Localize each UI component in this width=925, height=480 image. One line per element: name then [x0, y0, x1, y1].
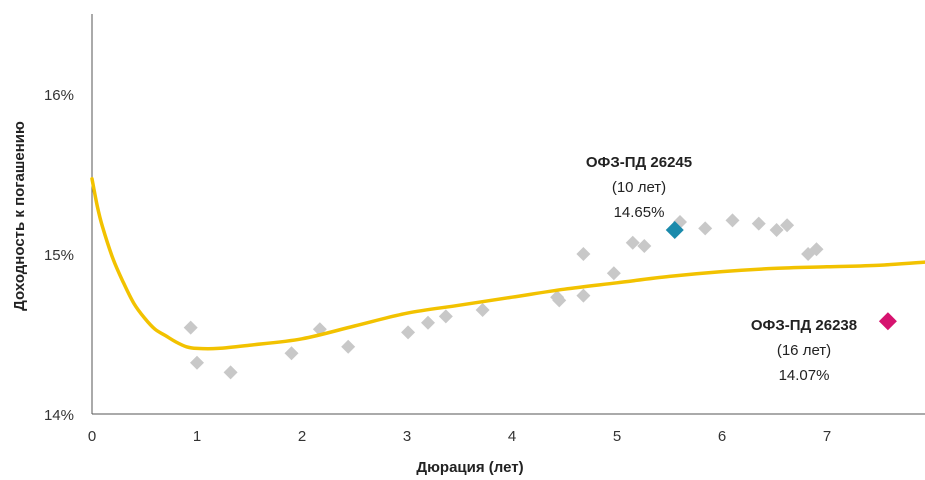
- bond-point-10: [475, 303, 490, 317]
- x-tick-label-5: 5: [613, 428, 621, 445]
- bond-point-6: [341, 339, 356, 354]
- annotation-26238-yield: 14.07%: [779, 367, 830, 384]
- bond-point-21: [751, 216, 766, 231]
- y-tick-label-14: 14%: [44, 407, 74, 424]
- bond-point-13: [576, 288, 591, 303]
- bond-point-1: [183, 320, 198, 335]
- y-axis-title: Доходность к погашению: [11, 121, 28, 311]
- x-tick-label-4: 4: [508, 428, 516, 445]
- bond-point-17: [637, 239, 652, 253]
- x-tick-label-7: 7: [823, 428, 831, 445]
- yield-curve-layer: [90, 177, 925, 351]
- y-tick-label-15: 15%: [44, 247, 74, 264]
- x-tick-label-2: 2: [298, 428, 306, 445]
- bond-point-9: [438, 309, 453, 324]
- highlight-point-26238: [878, 312, 897, 331]
- bond-point-19: [698, 221, 713, 236]
- x-tick-label-0: 0: [88, 428, 96, 445]
- annotation-26245-term: (10 лет): [612, 179, 666, 196]
- bond-point-16: [625, 235, 640, 250]
- y-tick-label-16: 16%: [44, 87, 74, 104]
- x-tick-label-3: 3: [403, 428, 411, 445]
- annotation-26238-name: ОФЗ-ПД 26238: [751, 317, 857, 334]
- bond-point-8: [421, 315, 435, 330]
- annotation-26238-term: (16 лет): [777, 342, 831, 359]
- bond-point-12: [552, 293, 567, 308]
- annotation-26245-name: ОФЗ-ПД 26245: [586, 154, 692, 171]
- bond-point-25: [809, 242, 824, 257]
- bond-point-22: [769, 223, 784, 237]
- x-tick-label-1: 1: [193, 428, 201, 445]
- yield-curve-line: [90, 177, 925, 351]
- bond-point-2: [190, 355, 204, 370]
- x-axis-title: Дюрация (лет): [416, 459, 523, 476]
- bond-point-23: [780, 218, 795, 233]
- bond-point-15: [606, 266, 621, 281]
- bond-point-3: [223, 365, 238, 380]
- bond-point-4: [284, 346, 299, 361]
- bond-point-7: [401, 325, 416, 340]
- bond-point-20: [725, 213, 740, 228]
- bond-points-layer: [183, 213, 824, 380]
- highlight-point-26245: [665, 221, 684, 239]
- x-tick-label-6: 6: [718, 428, 726, 445]
- bond-point-14: [576, 247, 591, 261]
- annotation-26245-yield: 14.65%: [614, 204, 665, 221]
- highlight-layer: [665, 221, 897, 331]
